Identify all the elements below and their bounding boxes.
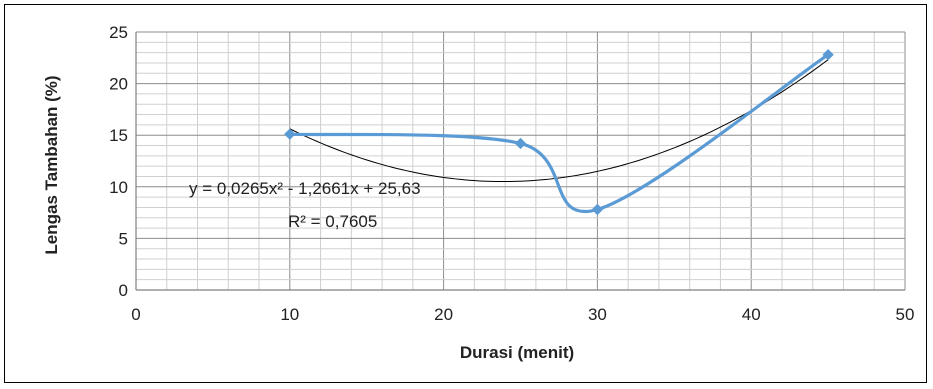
y-tick-label: 20 [109,75,128,94]
markers-group [284,48,834,216]
x-tick-label: 0 [131,305,140,324]
data-point-marker [284,128,296,140]
y-tick-label: 5 [119,229,128,248]
axes [135,32,905,291]
chart-svg: 0 10 20 30 40 50 0 5 10 15 20 25 y = 0,0265x² - 1,… [42,23,914,362]
x-tick-labels: 0 10 20 30 40 50 [131,305,914,324]
y-tick-label: 10 [109,178,128,197]
x-tick-label: 40 [742,305,761,324]
y-tick-label: 25 [109,23,128,42]
gridlines [135,31,906,291]
y-axis-title: Lengas Tambahan (%) [42,75,61,254]
trendline-group [289,59,829,183]
trendline-r-squared: R² = 0,7605 [288,212,377,231]
data-point-marker [514,137,527,150]
chart-frame: 0 10 20 30 40 50 0 5 10 15 20 25 y = 0,0265x² - 1,… [4,4,927,383]
data-point-marker [822,48,834,61]
data-point-marker [591,203,604,216]
y-tick-label: 0 [119,281,128,300]
trendline-equation: y = 0,0265x² - 1,2661x + 25,63 [189,179,421,198]
series-group [288,53,830,214]
x-tick-label: 20 [434,305,453,324]
x-axis-title: Durasi (menit) [460,343,574,362]
y-tick-labels: 0 5 10 15 20 25 [109,23,128,300]
series-line [288,53,830,214]
x-tick-label: 30 [588,305,607,324]
polynomial-trendline [289,59,829,183]
y-tick-label: 15 [109,126,128,145]
x-tick-label: 50 [896,305,915,324]
x-tick-label: 10 [280,305,299,324]
